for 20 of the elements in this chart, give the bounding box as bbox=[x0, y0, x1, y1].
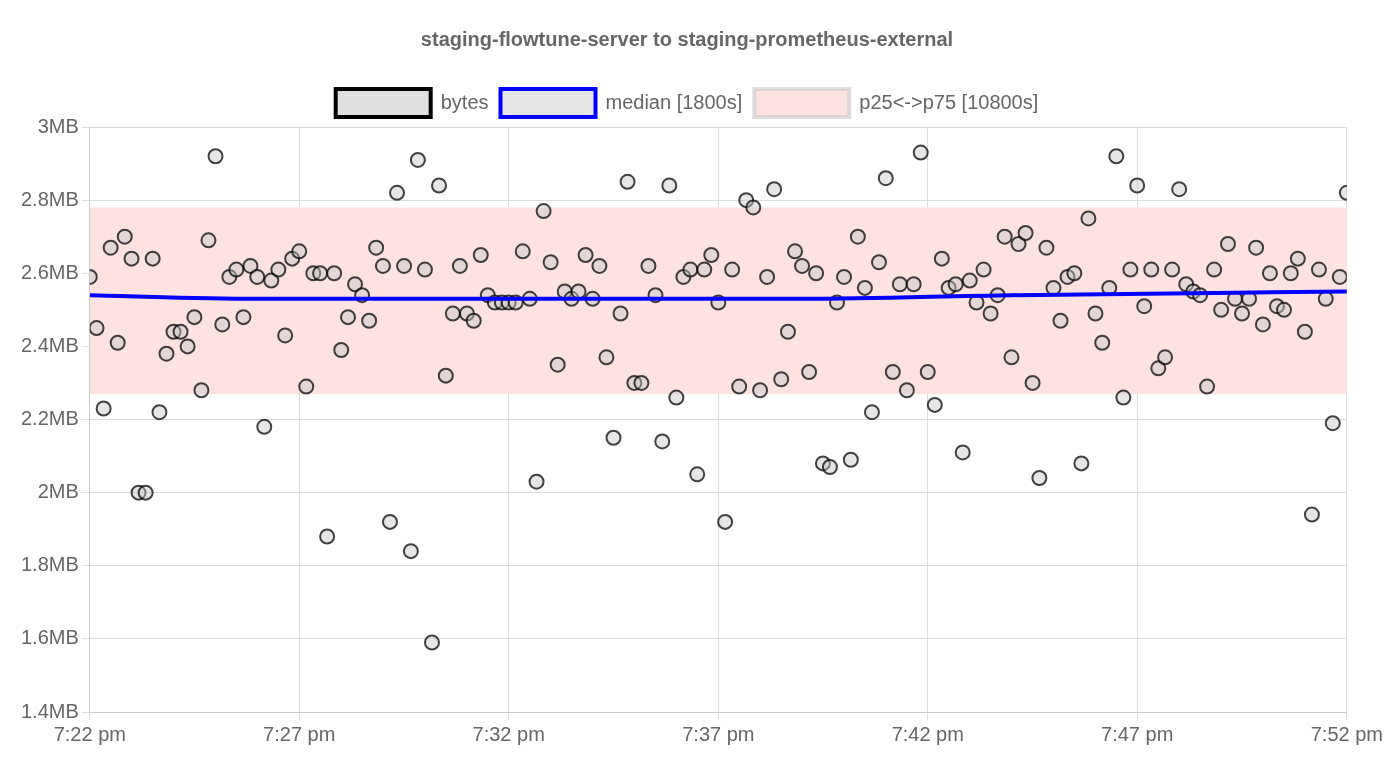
legend-label: bytes bbox=[440, 90, 489, 113]
y-tick-label: 2.8MB bbox=[20, 187, 79, 210]
y-tick-label: 2MB bbox=[37, 480, 79, 503]
x-tick-label: 7:32 pm bbox=[472, 722, 545, 745]
y-tick-label: 1.8MB bbox=[20, 553, 79, 576]
y-tick-label: 3MB bbox=[37, 114, 79, 137]
x-tick-label: 7:47 pm bbox=[1101, 722, 1174, 745]
x-tick-label: 7:52 pm bbox=[1310, 722, 1383, 745]
x-tick-label: 7:37 pm bbox=[682, 722, 755, 745]
y-tick-label: 1.6MB bbox=[20, 626, 79, 649]
y-tick-label: 2.2MB bbox=[20, 407, 79, 430]
y-tick-label: 2.6MB bbox=[20, 260, 79, 283]
x-tick-label: 7:27 pm bbox=[263, 722, 336, 745]
chart-title: staging-flowtune-server to staging-prometheus-external bbox=[420, 27, 954, 50]
x-tick-label: 7:42 pm bbox=[891, 722, 964, 745]
y-tick-label: 1.4MB bbox=[20, 699, 79, 722]
x-tick-label: 7:22 pm bbox=[53, 722, 126, 745]
legend-label: p25<->p75 [10800s] bbox=[859, 90, 1039, 113]
y-tick-label: 2.4MB bbox=[20, 333, 79, 356]
legend-label: median [1800s] bbox=[605, 90, 743, 113]
